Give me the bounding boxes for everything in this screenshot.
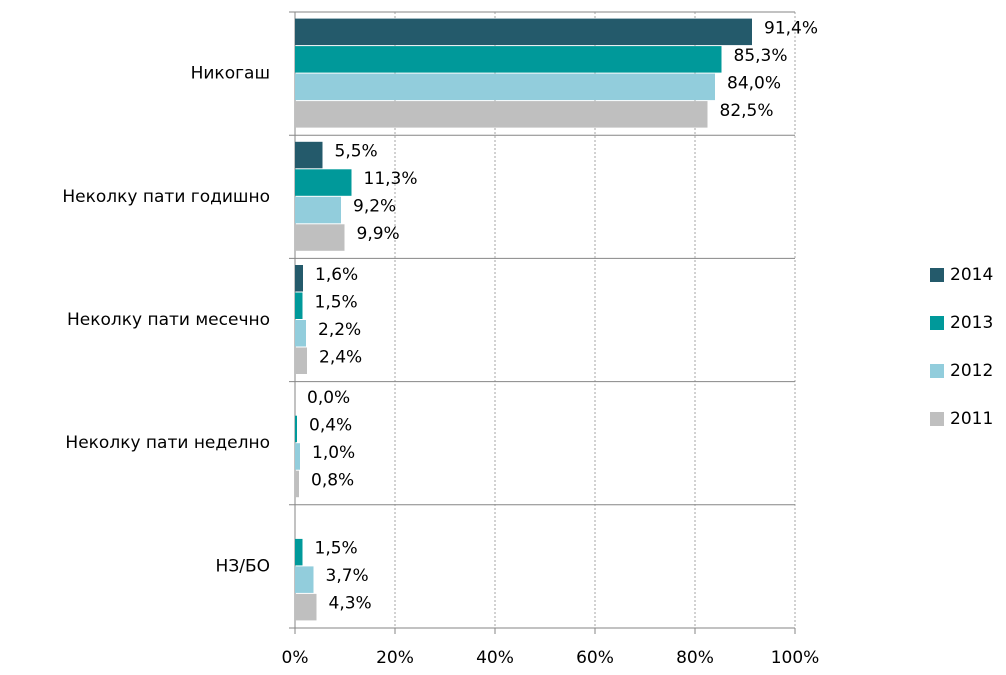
y-tick-label: Никогаш	[191, 64, 270, 84]
value-label: 4,3%	[329, 594, 372, 614]
value-label: 2,2%	[318, 320, 361, 340]
y-tick-label: Неколку пати неделно	[65, 433, 270, 453]
legend-label: 2014	[950, 265, 993, 285]
value-label: 2,4%	[319, 347, 362, 367]
value-label: 91,4%	[764, 18, 818, 38]
bar	[295, 73, 715, 101]
value-label: 1,0%	[312, 443, 355, 463]
y-tick-label: Неколку пати годишно	[62, 187, 270, 207]
bar	[295, 224, 345, 251]
bar	[295, 470, 299, 498]
bar	[295, 101, 708, 128]
value-label: 3,7%	[326, 566, 369, 586]
value-label: 82,5%	[720, 101, 774, 121]
bar	[295, 593, 317, 621]
bar	[295, 415, 297, 443]
x-tick-label: 80%	[676, 648, 714, 668]
value-label: 0,4%	[309, 415, 352, 435]
value-label: 84,0%	[727, 73, 781, 93]
legend-swatch	[930, 412, 944, 426]
legend-label: 2012	[950, 361, 993, 381]
bar	[295, 443, 300, 470]
bar	[295, 347, 307, 374]
value-label: 9,9%	[357, 224, 400, 244]
value-label: 11,3%	[364, 169, 418, 189]
legend-label: 2011	[950, 409, 993, 429]
legend-swatch	[930, 364, 944, 378]
x-tick-label: 40%	[476, 648, 514, 668]
x-tick-label: 100%	[771, 648, 820, 668]
bar	[295, 141, 323, 169]
bar	[295, 196, 341, 224]
value-label: 0,0%	[307, 388, 350, 408]
bar	[295, 46, 722, 73]
bar	[295, 292, 303, 319]
x-tick-label: 20%	[376, 648, 414, 668]
value-label: 5,5%	[335, 142, 378, 162]
x-tick-label: 60%	[576, 648, 614, 668]
bar	[295, 566, 314, 593]
bar	[295, 169, 352, 196]
legend-swatch	[930, 268, 944, 282]
y-tick-label: Неколку пати месечно	[67, 310, 270, 330]
bar	[295, 538, 303, 566]
x-tick-label: 0%	[282, 648, 309, 668]
value-label: 0,8%	[311, 470, 354, 490]
legend-swatch	[930, 316, 944, 330]
legend-label: 2013	[950, 313, 993, 333]
bar	[295, 320, 306, 347]
value-label: 1,5%	[315, 539, 358, 559]
y-tick-label: НЗ/БО	[216, 556, 270, 576]
value-label: 85,3%	[734, 46, 788, 66]
bar	[295, 18, 752, 46]
value-label: 1,6%	[315, 265, 358, 285]
bar	[295, 265, 303, 292]
value-label: 9,2%	[353, 197, 396, 217]
value-label: 1,5%	[315, 292, 358, 312]
